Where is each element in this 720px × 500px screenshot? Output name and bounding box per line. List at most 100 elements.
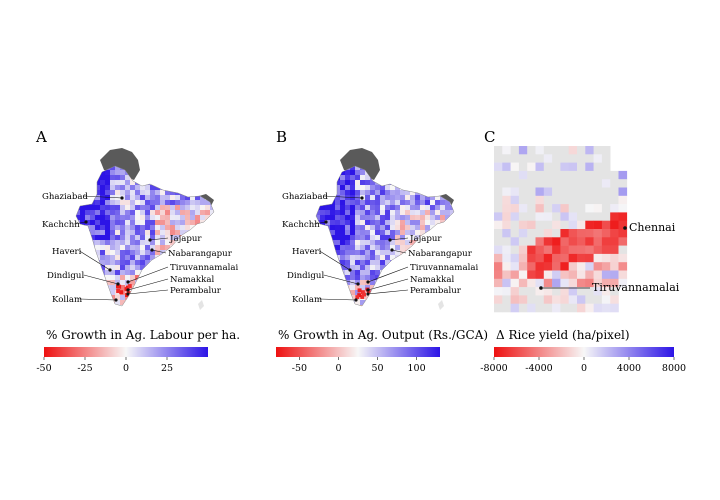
district-cell — [215, 215, 220, 220]
district-cell — [150, 295, 156, 301]
district-cell — [125, 220, 131, 226]
district-cell — [365, 260, 371, 266]
district-cell — [120, 295, 126, 301]
panel-letter-b: B — [276, 128, 287, 146]
district-cell — [185, 205, 191, 211]
district-cell — [375, 195, 381, 201]
district-cell — [370, 310, 375, 315]
district-cell — [370, 230, 376, 236]
india-outline — [315, 165, 455, 307]
yield-cell — [593, 170, 603, 180]
district-cell — [330, 210, 336, 216]
district-cell — [200, 166, 206, 171]
district-cell — [445, 180, 451, 186]
district-cell — [360, 265, 366, 271]
district-cell — [370, 275, 376, 281]
yield-cell — [527, 278, 536, 288]
district-cell — [425, 215, 431, 221]
district-cell — [320, 210, 326, 216]
leader-line — [367, 289, 409, 295]
leader-line — [149, 237, 169, 241]
district-cell — [335, 275, 341, 281]
district-cell — [130, 200, 136, 206]
yield-cell — [510, 278, 520, 288]
yield-cell — [535, 245, 545, 255]
district-cell — [105, 225, 111, 231]
district-cell — [370, 280, 376, 286]
district-cell — [445, 305, 451, 306]
district-cell — [340, 200, 346, 206]
district-cell — [205, 166, 211, 171]
district-cell — [410, 235, 416, 241]
district-cell — [125, 195, 131, 201]
yield-cell — [585, 204, 594, 213]
district-label-ghaziabad: Ghaziabad — [282, 192, 329, 202]
district-cell — [130, 295, 136, 301]
district-cell — [95, 210, 101, 216]
district-cell — [130, 255, 136, 261]
district-cell — [185, 300, 191, 306]
district-cell — [400, 205, 406, 211]
district-cell — [165, 200, 171, 206]
yield-cell — [601, 154, 611, 163]
district-cell — [165, 180, 171, 186]
district-cell — [120, 265, 126, 271]
district-cell — [115, 175, 121, 181]
district-cell — [95, 160, 100, 165]
district-cell — [115, 245, 121, 251]
district-cell — [395, 195, 401, 201]
yield-cell — [518, 179, 528, 188]
district-cell — [335, 210, 341, 216]
district-cell — [160, 300, 166, 306]
district-cell — [150, 215, 156, 221]
district-cell — [180, 185, 186, 191]
district-cell — [410, 300, 416, 306]
district-cell — [130, 190, 136, 196]
district-cell — [385, 310, 390, 315]
district-cell — [155, 190, 161, 196]
district-cell — [185, 220, 191, 226]
yield-cell — [560, 170, 569, 180]
district-cell — [70, 165, 75, 170]
district-cell — [155, 260, 161, 266]
yield-cell — [527, 245, 536, 255]
district-cell — [210, 160, 215, 165]
yield-cell — [618, 253, 628, 263]
district-cell — [140, 220, 146, 226]
yield-cell — [560, 278, 569, 288]
district-cell — [400, 250, 406, 256]
district-cell — [335, 240, 341, 246]
district-cell — [316, 170, 321, 176]
district-cell — [95, 190, 101, 196]
district-cell — [110, 166, 116, 171]
yield-cell — [560, 245, 569, 255]
district-cell — [410, 200, 416, 206]
yield-cell — [510, 262, 520, 271]
district-cell — [350, 245, 356, 251]
district-cell — [195, 190, 201, 196]
district-cell — [425, 220, 431, 226]
district-cell — [385, 195, 391, 201]
district-cell — [90, 160, 95, 165]
district-cell — [340, 300, 346, 306]
district-cell — [160, 235, 166, 241]
district-cell — [370, 185, 376, 191]
district-cell — [350, 205, 356, 211]
district-cell — [320, 285, 326, 291]
district-cell — [120, 210, 126, 216]
district-cell — [380, 295, 386, 301]
district-cell — [370, 225, 376, 231]
district-cell — [170, 210, 176, 216]
district-cell — [115, 230, 121, 236]
yield-cell — [518, 278, 528, 288]
district-cell — [340, 250, 346, 256]
yield-cell — [527, 253, 536, 263]
district-cell — [100, 235, 106, 241]
district-cell — [340, 190, 346, 196]
district-cell — [110, 255, 116, 261]
yield-cell — [535, 287, 545, 296]
district-marker — [388, 238, 392, 242]
district-cell — [330, 195, 336, 201]
district-cell — [395, 175, 401, 181]
district-cell — [175, 210, 181, 216]
